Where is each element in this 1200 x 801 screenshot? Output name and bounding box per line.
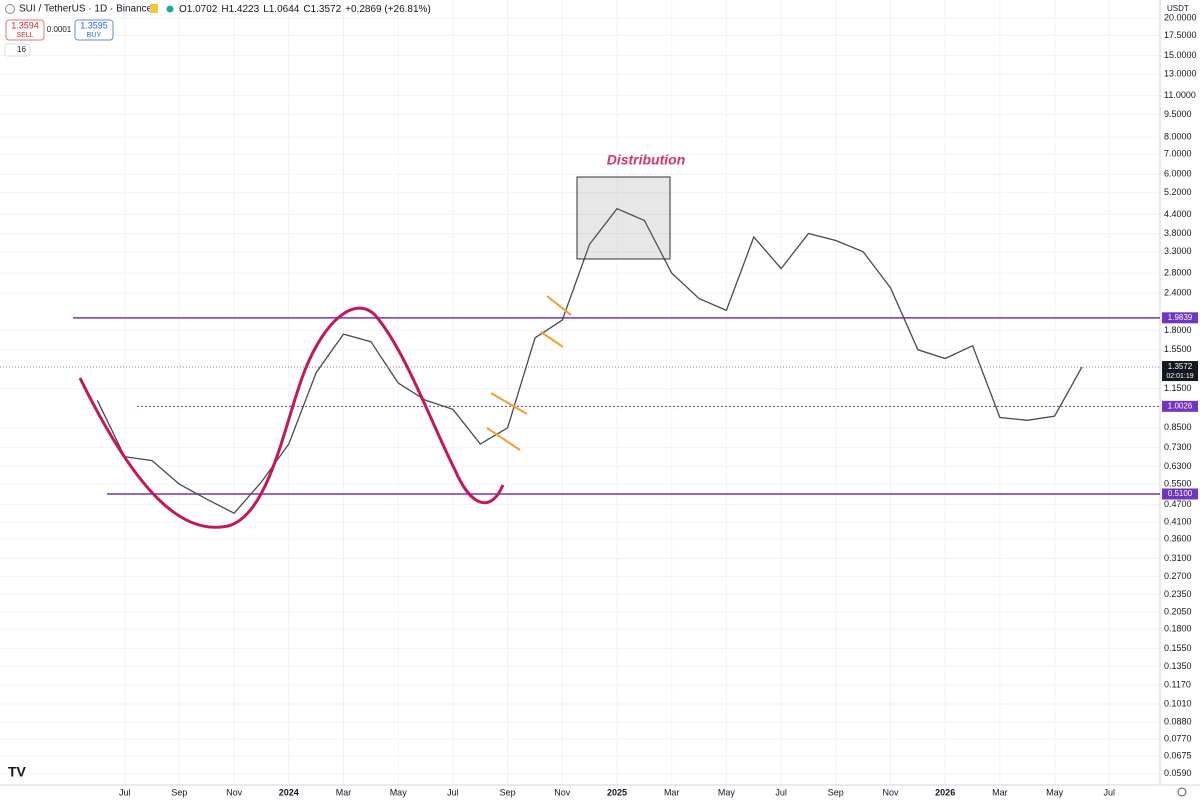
- y-tick-label: 3.3000: [1164, 246, 1192, 256]
- y-tick-label: 1.5500: [1164, 344, 1192, 354]
- last-price-label: 1.3572: [1168, 362, 1193, 371]
- y-tick-label: 1.8000: [1164, 325, 1192, 335]
- y-tick-label: 15.0000: [1164, 50, 1197, 60]
- plot: [0, 207, 1160, 515]
- sell-label: SELL: [16, 32, 33, 39]
- countdown: 02:01:19: [1166, 373, 1193, 380]
- y-tick-label: 0.4700: [1164, 499, 1192, 509]
- x-tick-label: Nov: [882, 787, 899, 797]
- y-tick-label: 4.4000: [1164, 209, 1192, 219]
- y-tick-label: 6.0000: [1164, 169, 1192, 179]
- y-tick-label: 0.1010: [1164, 698, 1192, 708]
- buy-label: BUY: [87, 32, 102, 39]
- ohlc-item: C1.3572: [303, 4, 341, 15]
- ohlc-item: L1.0644: [263, 4, 300, 15]
- x-tick-label: Nov: [554, 787, 571, 797]
- level-label: 1.9839: [1168, 313, 1193, 322]
- level-tag: [1162, 312, 1198, 324]
- annotation: Distribution: [607, 152, 686, 168]
- x-tick-label: Mar: [664, 787, 680, 797]
- x-tick-label: Nov: [226, 787, 243, 797]
- y-tick-label: 0.2700: [1164, 571, 1192, 581]
- y-tick-label: 2.4000: [1164, 288, 1192, 298]
- y-tick-label: 0.6300: [1164, 461, 1192, 471]
- y-tick-label: 20.0000: [1164, 13, 1197, 23]
- x-tick-label: May: [718, 787, 736, 797]
- x-tick-label: Jul: [775, 787, 787, 797]
- y-tick-label: 0.1550: [1164, 643, 1192, 653]
- x-tick-label: Jul: [1104, 787, 1116, 797]
- sell-price: 1.3594: [11, 20, 39, 30]
- y-tick-label: 0.1800: [1164, 623, 1192, 633]
- y-tick-label: 8.0000: [1164, 131, 1192, 141]
- y-tick-label: 3.8000: [1164, 228, 1192, 238]
- symbol-icon: [5, 4, 15, 14]
- y-tick-label: 5.2000: [1164, 187, 1192, 197]
- x-tick-label: Jul: [119, 787, 131, 797]
- y-tick-label: 0.5500: [1164, 479, 1192, 489]
- level-tag: [1162, 400, 1198, 412]
- y-tick-label: 0.1350: [1164, 661, 1192, 671]
- tv-logo[interactable]: TV: [8, 764, 27, 780]
- x-tick-label: May: [1046, 787, 1064, 797]
- y-tick-label: 0.0590: [1164, 768, 1192, 778]
- x-tick-label: 2024: [279, 787, 299, 797]
- distribution-box[interactable]: [576, 176, 671, 260]
- grid: [0, 0, 1160, 785]
- sell-button[interactable]: [5, 19, 45, 41]
- y-tick-label: 0.3100: [1164, 553, 1192, 563]
- x-tick-label: Mar: [336, 787, 352, 797]
- y-tick-label: 17.5000: [1164, 30, 1197, 40]
- y-tick-label: 13.0000: [1164, 68, 1197, 78]
- price-line: [96, 207, 1083, 515]
- indicators-toggle[interactable]: [4, 43, 31, 57]
- status-dot: [166, 5, 174, 13]
- y-tick-label: 0.7300: [1164, 442, 1192, 452]
- settings-icon[interactable]: [1177, 787, 1187, 797]
- flag-icon[interactable]: [150, 4, 158, 13]
- y-tick-label: 0.1170: [1164, 679, 1191, 689]
- ohlc-item: H1.4223: [221, 4, 259, 15]
- x-tick-label: May: [390, 787, 408, 797]
- y-tick-label: 0.8500: [1164, 422, 1192, 432]
- level-label: 0.5100: [1168, 489, 1193, 498]
- spread: 0.0001: [47, 25, 72, 34]
- ohlc-item: +0.2869 (+26.81%): [345, 4, 431, 15]
- x-tick-label: Sep: [828, 787, 844, 797]
- x-tick-label: Sep: [171, 787, 187, 797]
- y-tick-label: 9.5000: [1164, 109, 1192, 119]
- x-tick-label: 2026: [935, 787, 955, 797]
- flag-lines[interactable]: [486, 295, 572, 451]
- x-tick-label: Mar: [992, 787, 1008, 797]
- y-tick-label: 0.2350: [1164, 589, 1192, 599]
- last-price-tag: [1162, 361, 1198, 382]
- y-tick-label: 0.0880: [1164, 716, 1192, 726]
- currency[interactable]: USDT: [1167, 4, 1189, 13]
- x-tick-label: Sep: [500, 787, 516, 797]
- y-tick-label: 0.2050: [1164, 607, 1192, 617]
- y-tick-label: 2.8000: [1164, 268, 1192, 278]
- buy-button[interactable]: [74, 19, 114, 41]
- y-tick-label: 1.1500: [1164, 383, 1192, 393]
- y-tick-label: 11.0000: [1164, 90, 1196, 100]
- ohlc-item: O1.0702: [179, 4, 218, 15]
- symbol[interactable]: SUI / TetherUS · 1D · Binance: [19, 4, 153, 15]
- y-tick-label: 0.0675: [1164, 751, 1192, 761]
- ohlc: O1.0702 H1.4223 L1.0644 C1.3572 +0.2869 (+26…: [179, 4, 431, 15]
- y-tick-label: 0.3600: [1164, 534, 1192, 544]
- x-tick-label: 2025: [607, 787, 627, 797]
- buy-price: 1.3595: [80, 20, 108, 30]
- y-tick-label: 0.0770: [1164, 734, 1192, 744]
- y-tick-label: 0.4100: [1164, 517, 1192, 527]
- cycle-curve[interactable]: [78, 306, 505, 529]
- level-label: 1.0026: [1168, 401, 1193, 410]
- x-tick-label: Jul: [447, 787, 459, 797]
- indicators-count: 16: [17, 45, 26, 54]
- y-tick-label: 7.0000: [1164, 149, 1192, 159]
- level-tag: [1162, 488, 1198, 500]
